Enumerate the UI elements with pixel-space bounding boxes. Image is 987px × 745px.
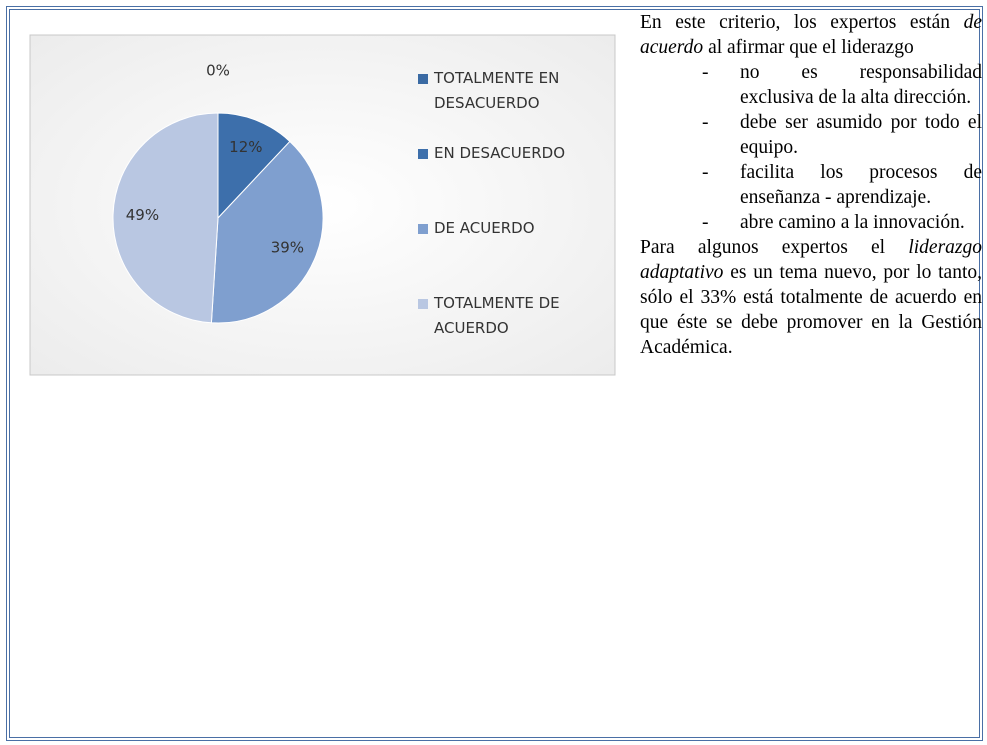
item-text: debe ser asumido por todo el equipo. [740, 112, 982, 158]
legend-label: TOTALMENTE EN DESACUERDO [434, 69, 560, 112]
legend-entry: TOTALMENTE DE ACUERDO [418, 291, 598, 366]
legend-entry: TOTALMENTE EN DESACUERDO [418, 66, 598, 141]
text: es un tema nuevo, por lo tanto, sólo el … [640, 262, 982, 358]
legend-entry: DE ACUERDO [418, 216, 598, 291]
bullet: - [702, 162, 709, 183]
frame [6, 6, 983, 741]
text: En este criterio, los expertos están [640, 12, 964, 33]
item-text: no es responsabilidad exclusiva de la al… [740, 62, 982, 108]
data-label: 49% [126, 206, 159, 224]
legend: TOTALMENTE EN DESACUERDO EN DESACUERDO DE … [418, 66, 598, 366]
data-label: 12% [229, 138, 262, 156]
data-label: 39% [271, 239, 304, 257]
pie: 0% 12% 39% 49% [112, 62, 324, 324]
list-item: - abre camino a la innovación. [702, 210, 982, 235]
bullet: - [702, 112, 709, 133]
legend-swatch [418, 74, 428, 84]
legend-label: DE ACUERDO [434, 219, 535, 237]
list-item: - no es responsabilidad exclusiva de la a… [702, 60, 982, 110]
paragraph: En este criterio, los expertos están de … [640, 10, 982, 60]
pie-slice [210, 140, 324, 324]
legend-label: TOTALMENTE DE ACUERDO [434, 294, 560, 337]
list: - no es responsabilidad exclusiva de la a… [640, 60, 982, 235]
legend-swatch [418, 149, 428, 159]
data-label: 0% [206, 62, 230, 80]
text-column: En este criterio, los expertos están de … [640, 10, 982, 360]
list-item: - debe ser asumido por todo el equipo. [702, 110, 982, 160]
pie-slice [112, 112, 219, 324]
legend-entry: EN DESACUERDO [418, 141, 598, 216]
paragraph: Para algunos expertos el liderazgo adapt… [640, 235, 982, 360]
text: al afirmar que el liderazgo [703, 37, 914, 58]
bullet: - [702, 212, 709, 233]
emphasis: liderazgo adaptativo [640, 237, 982, 283]
bullet: - [702, 62, 709, 83]
pie-slice [217, 112, 291, 220]
legend-label: EN DESACUERDO [434, 144, 566, 162]
item-text: abre camino a la innovación. [740, 212, 965, 233]
list-item: - facilita los procesos de enseñanza - ap… [702, 160, 982, 210]
legend-swatch [418, 299, 428, 309]
item-text: facilita los procesos de enseñanza - apr… [740, 162, 982, 208]
text: Para algunos expertos el [640, 237, 909, 258]
emphasis: de acuerdo [640, 12, 982, 58]
legend-swatch [418, 224, 428, 234]
